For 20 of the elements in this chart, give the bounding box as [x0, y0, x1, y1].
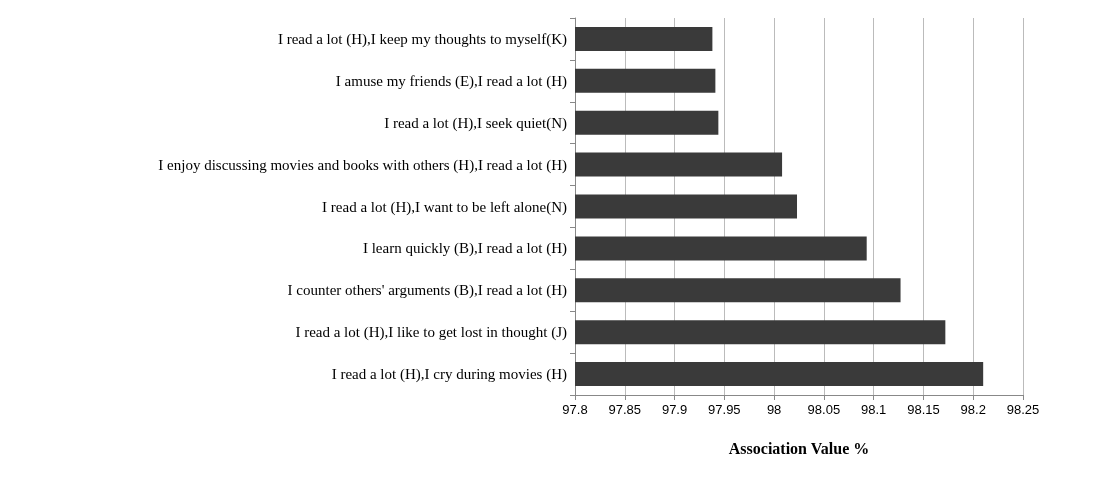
x-axis-title: Association Value %: [728, 439, 870, 457]
x-tick-label: 98.25: [1006, 402, 1040, 417]
y-tick-label: I read a lot (H),I like to get lost in thought (J): [295, 324, 567, 342]
x-tick-label: 98.1: [861, 402, 887, 417]
y-tick-label: I read a lot (H),I seek quiet(N): [384, 114, 567, 132]
x-tick-label: 97.85: [608, 402, 642, 417]
y-tick-label: I learn quickly (B),I read a lot (H): [362, 240, 567, 258]
y-tick-label: I amuse my friends (E),I read a lot (H): [335, 72, 567, 90]
x-tick-label: 98.2: [960, 402, 986, 417]
x-tick-label: 97.9: [661, 402, 688, 417]
y-tick-label: I counter others' arguments (B),I read a lot (H): [287, 282, 567, 300]
y-tick-label: I read a lot (H),I keep my thoughts to myself(K): [277, 30, 567, 48]
y-tick-label: I read a lot (H),I want to be left alone(N): [322, 198, 567, 216]
y-tick-label: I read a lot (H),I cry during movies (H): [331, 366, 567, 384]
x-tick-label: 97.95: [708, 402, 741, 417]
x-tick-label: 98.15: [907, 402, 940, 417]
x-tick-label: 98.05: [807, 402, 841, 417]
x-tick-label: 97.8: [562, 402, 588, 417]
x-tick-label: 98: [766, 402, 782, 417]
y-tick-label: I enjoy discussing movies and books with others (H),I read a lot (H): [158, 156, 567, 174]
